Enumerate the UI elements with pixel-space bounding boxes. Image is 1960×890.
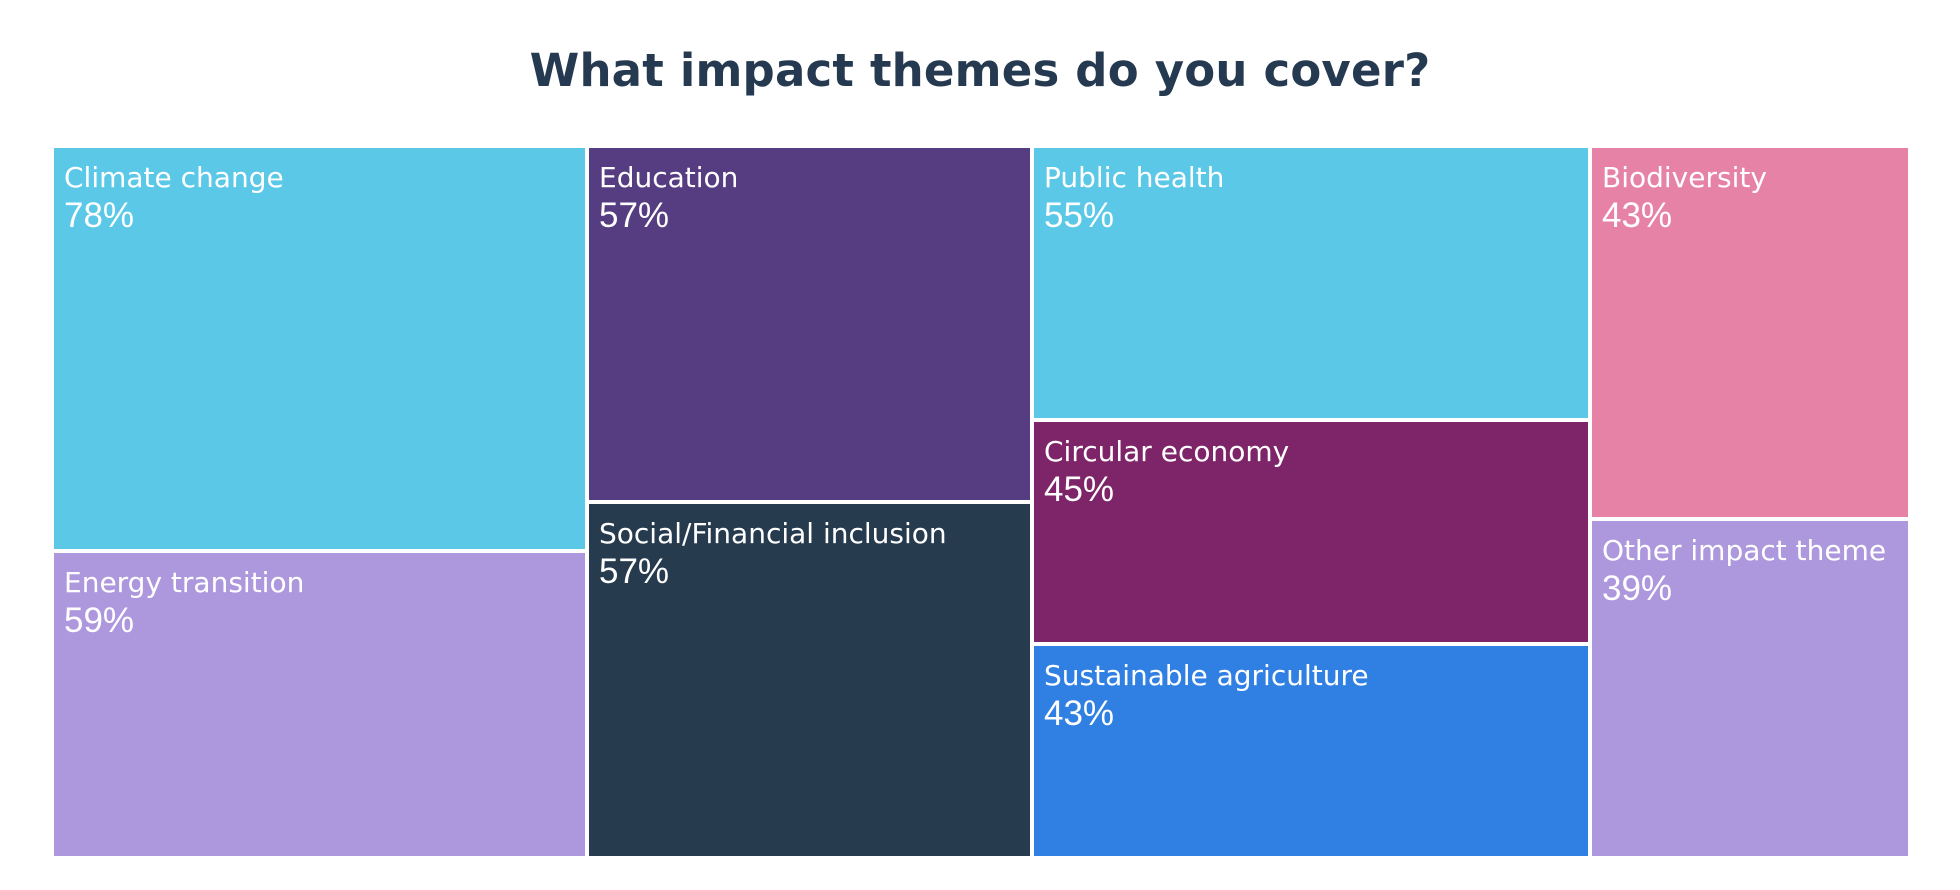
tile-value: 57%	[599, 196, 670, 235]
tile-social-financial-inclusion: Social/Financial inclusion 57%	[587, 502, 1032, 858]
tile-label: Climate change	[64, 161, 284, 194]
tile-biodiversity: Biodiversity 43%	[1590, 146, 1910, 519]
treemap-chart: Climate change 78% Energy transition 59% Edu…	[52, 146, 1910, 858]
tile-label: Social/Financial inclusion	[599, 517, 947, 550]
tile-circular-economy: Circular economy 45%	[1032, 420, 1590, 644]
tile-value: 45%	[1044, 470, 1115, 509]
tile-value: 57%	[599, 552, 670, 591]
tile-value: 55%	[1044, 196, 1115, 235]
tile-climate-change: Climate change 78%	[52, 146, 587, 551]
tile-value: 39%	[1602, 569, 1673, 608]
tile-label: Circular economy	[1044, 435, 1290, 468]
tile-label: Sustainable agriculture	[1044, 659, 1369, 692]
tile-education: Education 57%	[587, 146, 1032, 502]
tile-value: 43%	[1044, 694, 1115, 733]
tile-public-health: Public health 55%	[1032, 146, 1590, 420]
tile-label: Energy transition	[64, 566, 305, 599]
tile-label: Other impact theme	[1602, 534, 1887, 567]
tile-label: Education	[599, 161, 739, 194]
tile-value: 59%	[64, 601, 135, 640]
chart-title: What impact themes do you cover?	[529, 44, 1431, 97]
tile-sustainable-agriculture: Sustainable agriculture 43%	[1032, 644, 1590, 858]
tile-other-impact-theme: Other impact theme 39%	[1590, 519, 1910, 858]
tile-value: 78%	[64, 196, 135, 235]
tile-energy-transition: Energy transition 59%	[52, 551, 587, 858]
tile-label: Public health	[1044, 161, 1225, 194]
tile-value: 43%	[1602, 196, 1673, 235]
tile-label: Biodiversity	[1602, 161, 1767, 194]
